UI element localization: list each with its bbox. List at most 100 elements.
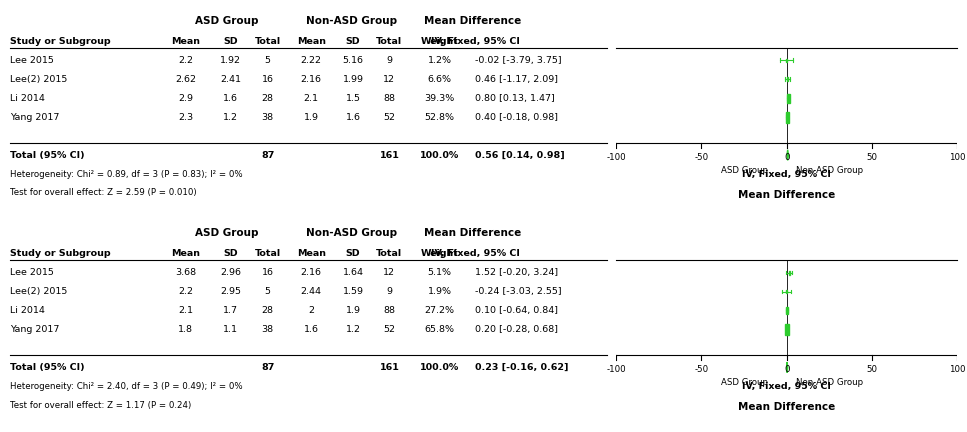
Text: IV, Fixed, 95% CI: IV, Fixed, 95% CI xyxy=(743,382,832,391)
Text: 52.8%: 52.8% xyxy=(425,113,454,122)
Text: Non-ASD Group: Non-ASD Group xyxy=(796,378,863,387)
Text: Study or Subgroup: Study or Subgroup xyxy=(10,37,110,46)
Text: 0.20 [-0.28, 0.68]: 0.20 [-0.28, 0.68] xyxy=(476,325,558,334)
Text: 2.1: 2.1 xyxy=(304,94,319,103)
Text: Mean Difference: Mean Difference xyxy=(424,228,521,238)
Text: 2.96: 2.96 xyxy=(220,268,241,277)
Text: 1.6: 1.6 xyxy=(345,113,361,122)
Text: 1.7: 1.7 xyxy=(223,306,238,315)
Text: 1.9: 1.9 xyxy=(345,306,361,315)
Text: 1.2: 1.2 xyxy=(223,113,238,122)
Text: Total: Total xyxy=(376,249,402,258)
Text: 6.6%: 6.6% xyxy=(427,75,452,84)
Text: Mean Difference: Mean Difference xyxy=(424,16,521,25)
Text: 16: 16 xyxy=(262,268,274,277)
Text: 1.8: 1.8 xyxy=(178,325,193,334)
Text: 1.99: 1.99 xyxy=(342,75,364,84)
Text: 9: 9 xyxy=(387,56,393,65)
Text: Lee 2015: Lee 2015 xyxy=(10,268,53,277)
Text: -0.24 [-3.03, 2.55]: -0.24 [-3.03, 2.55] xyxy=(476,287,562,296)
Text: 5: 5 xyxy=(265,56,271,65)
Text: ASD Group: ASD Group xyxy=(194,16,258,25)
Text: Mean Difference: Mean Difference xyxy=(738,402,835,412)
Text: Non-ASD Group: Non-ASD Group xyxy=(306,16,396,25)
Text: Lee(2) 2015: Lee(2) 2015 xyxy=(10,287,67,296)
Text: Mean: Mean xyxy=(171,37,200,46)
Text: -50: -50 xyxy=(694,153,709,162)
Polygon shape xyxy=(786,362,788,373)
Text: 0.23 [-0.16, 0.62]: 0.23 [-0.16, 0.62] xyxy=(476,363,569,372)
Text: SD: SD xyxy=(223,37,238,46)
Text: -0.02 [-3.79, 3.75]: -0.02 [-3.79, 3.75] xyxy=(476,56,562,65)
Text: 5: 5 xyxy=(265,287,271,296)
Bar xyxy=(785,111,789,123)
Text: -100: -100 xyxy=(606,365,626,375)
Text: 2.2: 2.2 xyxy=(178,287,193,296)
Text: 2.2: 2.2 xyxy=(178,56,193,65)
Text: IV, Fixed, 95% CI: IV, Fixed, 95% CI xyxy=(743,169,832,178)
Text: 1.59: 1.59 xyxy=(342,287,364,296)
Text: 2.1: 2.1 xyxy=(178,306,193,315)
Text: -100: -100 xyxy=(606,153,626,162)
Bar xyxy=(786,94,790,103)
Text: 100: 100 xyxy=(949,365,966,375)
Text: Total: Total xyxy=(254,249,280,258)
Text: Li 2014: Li 2014 xyxy=(10,306,44,315)
Text: IV, Fixed, 95% CI: IV, Fixed, 95% CI xyxy=(431,37,520,46)
Text: 65.8%: 65.8% xyxy=(425,325,454,334)
Text: Mean: Mean xyxy=(171,249,200,258)
Text: 100.0%: 100.0% xyxy=(420,151,459,159)
Text: 0.80 [0.13, 1.47]: 0.80 [0.13, 1.47] xyxy=(476,94,555,103)
Text: 0.10 [-0.64, 0.84]: 0.10 [-0.64, 0.84] xyxy=(476,306,558,315)
Text: Mean: Mean xyxy=(297,37,326,46)
Text: Heterogeneity: Chi² = 0.89, df = 3 (P = 0.83); I² = 0%: Heterogeneity: Chi² = 0.89, df = 3 (P = … xyxy=(10,169,243,178)
Text: 2.16: 2.16 xyxy=(301,75,322,84)
Bar xyxy=(785,324,789,335)
Text: Non-ASD Group: Non-ASD Group xyxy=(306,228,396,238)
Text: ASD Group: ASD Group xyxy=(194,228,258,238)
Text: Mean Difference: Mean Difference xyxy=(738,190,835,200)
Text: 0.46 [-1.17, 2.09]: 0.46 [-1.17, 2.09] xyxy=(476,75,558,84)
Text: 2: 2 xyxy=(308,306,314,315)
Text: 88: 88 xyxy=(384,306,396,315)
Text: 39.3%: 39.3% xyxy=(425,94,454,103)
Text: 3.68: 3.68 xyxy=(175,268,196,277)
Bar xyxy=(786,307,788,314)
Text: Study or Subgroup: Study or Subgroup xyxy=(10,249,110,258)
Text: 50: 50 xyxy=(866,153,877,162)
Text: 5.1%: 5.1% xyxy=(427,268,452,277)
Text: Total: Total xyxy=(376,37,402,46)
Text: 2.9: 2.9 xyxy=(178,94,193,103)
Text: Yang 2017: Yang 2017 xyxy=(10,325,59,334)
Text: 100: 100 xyxy=(949,153,966,162)
Text: 1.6: 1.6 xyxy=(304,325,319,334)
Bar xyxy=(786,290,787,293)
Text: 0: 0 xyxy=(784,365,789,375)
Text: Lee 2015: Lee 2015 xyxy=(10,56,53,65)
Text: 1.2: 1.2 xyxy=(345,325,361,334)
Text: Non-ASD Group: Non-ASD Group xyxy=(796,165,863,175)
Text: 12: 12 xyxy=(384,268,396,277)
Text: SD: SD xyxy=(345,37,361,46)
Text: ASD Group: ASD Group xyxy=(720,378,768,387)
Text: 0.56 [0.14, 0.98]: 0.56 [0.14, 0.98] xyxy=(476,151,565,159)
Text: 28: 28 xyxy=(262,306,274,315)
Text: 2.44: 2.44 xyxy=(301,287,322,296)
Text: Heterogeneity: Chi² = 2.40, df = 3 (P = 0.49); I² = 0%: Heterogeneity: Chi² = 2.40, df = 3 (P = … xyxy=(10,382,243,391)
Bar xyxy=(786,59,787,62)
Text: 0.40 [-0.18, 0.98]: 0.40 [-0.18, 0.98] xyxy=(476,113,558,122)
Text: 2.16: 2.16 xyxy=(301,268,322,277)
Bar xyxy=(787,77,788,82)
Text: 52: 52 xyxy=(384,113,396,122)
Text: 9: 9 xyxy=(387,287,393,296)
Text: 2.22: 2.22 xyxy=(301,56,322,65)
Text: 28: 28 xyxy=(262,94,274,103)
Text: 88: 88 xyxy=(384,94,396,103)
Text: 38: 38 xyxy=(261,113,274,122)
Text: 161: 161 xyxy=(379,363,399,372)
Polygon shape xyxy=(787,150,788,160)
Text: 1.5: 1.5 xyxy=(345,94,361,103)
Text: 100.0%: 100.0% xyxy=(420,363,459,372)
Text: Weight: Weight xyxy=(421,37,458,46)
Text: Test for overall effect: Z = 2.59 (P = 0.010): Test for overall effect: Z = 2.59 (P = 0… xyxy=(10,188,196,197)
